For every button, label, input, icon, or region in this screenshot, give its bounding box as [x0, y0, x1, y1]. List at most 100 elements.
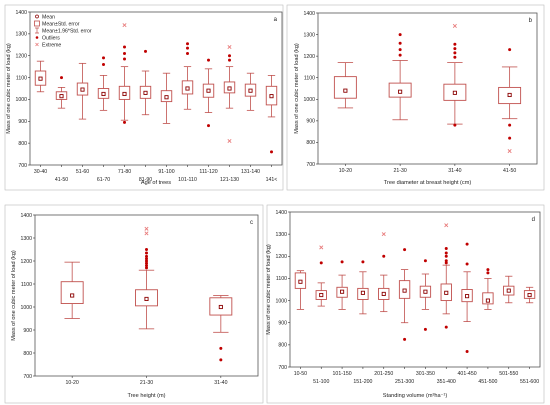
y-tick-label: 1100 — [304, 76, 315, 82]
legend-label: Outliers — [42, 36, 60, 42]
legend-label: Mean — [42, 15, 55, 21]
y-tick-label: 800 — [306, 140, 315, 146]
mean-marker — [227, 86, 232, 91]
extreme-point — [122, 23, 127, 28]
box-group — [265, 74, 278, 154]
x-axis-label: Age of trees — [141, 180, 171, 186]
outlier-point — [186, 46, 189, 50]
outlier-point — [465, 262, 469, 266]
outlier-point — [465, 350, 469, 353]
outlier-point — [423, 327, 427, 331]
x-axis-label: Tree height (m) — [127, 393, 165, 399]
y-tick-label: 1000 — [15, 97, 27, 103]
chart-panel-b: 700 800 900 1000 1100 1200 1300 1400 Mass of one… — [286, 4, 545, 191]
box-group — [223, 44, 236, 143]
legend-symbol-box — [34, 20, 40, 27]
outlier-point — [270, 150, 273, 154]
mean-marker — [38, 76, 43, 81]
extreme-point — [452, 23, 457, 28]
chart-panel-a: 700 800 900 1000 1100 1200 1300 1400 Mass of one… — [4, 4, 284, 191]
std-error-box — [60, 281, 84, 305]
mean-marker — [343, 88, 348, 93]
x-tick-label: 41-50 — [503, 168, 516, 174]
mean-marker — [218, 304, 223, 310]
y-tick-label: 1200 — [15, 54, 27, 60]
outlier-point — [219, 346, 223, 350]
x-tick-label: 351-400 — [437, 379, 456, 385]
y-tick-label: 1400 — [275, 210, 287, 216]
x-tick-label: 101-110 — [178, 177, 197, 183]
panel-letter: d — [532, 217, 535, 223]
outlier-point — [361, 260, 365, 264]
x-tick-label: 141< — [266, 177, 278, 183]
outlier-point — [145, 248, 148, 251]
x-tick-label: 131-140 — [241, 169, 260, 175]
y-axis-label: Mass of one cubic meter of load (kg) — [6, 43, 12, 134]
x-tick-label: 21-30 — [140, 380, 153, 386]
y-tick-label: 1100 — [276, 276, 287, 282]
mean-marker — [80, 87, 85, 92]
outlier-point — [508, 123, 512, 127]
box-group — [440, 223, 452, 329]
mean-marker — [101, 91, 106, 97]
y-tick-label: 1300 — [303, 32, 315, 38]
y-tick-label: 900 — [23, 328, 32, 334]
mean-marker — [402, 288, 407, 293]
mean-marker — [206, 88, 211, 93]
x-tick-label: 31-40 — [448, 168, 461, 174]
chart-panel-d: 700 800 900 1000 1100 1200 1300 1400 Mass of one… — [266, 204, 545, 404]
mean-marker — [452, 90, 457, 95]
mean-marker — [485, 298, 490, 303]
mean-marker — [144, 296, 149, 302]
x-tick-label: 251-300 — [395, 379, 414, 385]
mean-marker — [444, 290, 449, 295]
box-group — [461, 242, 473, 353]
x-tick-label: 30-40 — [34, 169, 47, 175]
x-tick-label: 10-20 — [339, 168, 352, 174]
y-axis-label: Mass of one cubic meter of load (kg) — [11, 250, 17, 341]
outlier-point — [145, 251, 148, 255]
outlier-point — [186, 42, 189, 46]
outlier-point — [453, 42, 457, 46]
outlier-point — [123, 57, 126, 61]
x-tick-label: 10-50 — [294, 371, 307, 377]
outlier-point — [144, 49, 147, 53]
y-tick-label: 700 — [23, 374, 32, 380]
outlier-point — [145, 264, 148, 268]
box-group — [139, 49, 152, 116]
outlier-point — [145, 254, 148, 258]
x-tick-label: 501-550 — [499, 371, 518, 377]
y-tick-label: 1300 — [275, 232, 287, 238]
legend-label: Mean±Std. error — [42, 22, 80, 28]
plot-frame — [289, 211, 541, 368]
plot-frame — [29, 11, 283, 166]
y-tick-label: 800 — [18, 141, 27, 147]
outlier-point — [453, 55, 457, 59]
outlier-point — [486, 268, 490, 272]
y-tick-label: 1400 — [20, 213, 32, 219]
outlier-point — [319, 261, 323, 265]
outlier-point — [444, 325, 448, 329]
outlier-point — [453, 123, 457, 127]
outlier-point — [398, 53, 402, 57]
x-tick-label: 31-40 — [214, 380, 227, 386]
x-tick-label: 151-200 — [353, 379, 372, 385]
legend-symbol-extreme — [35, 42, 39, 47]
x-tick-label: 111-120 — [199, 169, 217, 175]
std-error-box — [333, 76, 357, 99]
box-group — [55, 76, 68, 109]
legend-label: Extreme — [42, 43, 61, 49]
outlier-point — [508, 136, 512, 140]
mean-marker — [381, 291, 386, 296]
box-group — [97, 56, 110, 111]
outlier-point — [145, 261, 148, 265]
panel-letter: a — [274, 17, 278, 23]
y-tick-label: 900 — [18, 119, 27, 125]
x-tick-label: 10-20 — [66, 380, 79, 386]
y-tick-label: 1400 — [303, 11, 315, 17]
y-tick-label: 1000 — [275, 298, 287, 304]
box-group — [160, 72, 173, 124]
outlier-point — [508, 48, 512, 52]
extreme-point — [444, 223, 449, 228]
outlier-point — [102, 62, 105, 66]
